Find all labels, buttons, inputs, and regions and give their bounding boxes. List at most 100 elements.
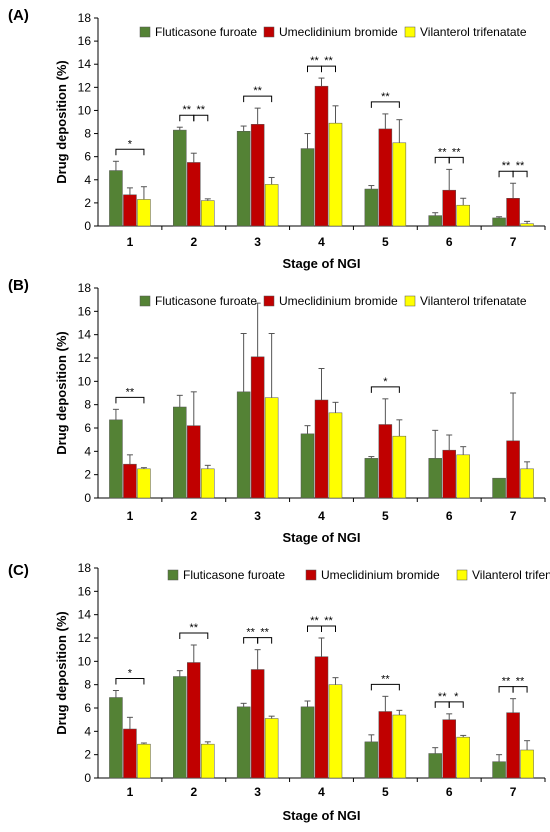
y-tick-label: 18: [78, 11, 92, 25]
bar: [506, 440, 520, 499]
bar: [364, 458, 379, 499]
significance-bracket: [321, 625, 336, 632]
bar: [492, 761, 506, 779]
significance-bracket: [370, 683, 400, 691]
bar: [456, 204, 470, 227]
legend-label: Umeclidinium bromide: [279, 25, 398, 39]
x-tick-label: 4: [318, 235, 325, 249]
significance-bracket: [321, 65, 336, 73]
significance-bracket: [179, 632, 209, 639]
legend-label: Vilanterol trifenatate: [472, 568, 550, 582]
bar: [378, 711, 393, 779]
y-tick-label: 18: [78, 561, 92, 575]
significance-bracket: [370, 386, 400, 393]
y-tick-label: 2: [84, 468, 91, 482]
x-tick-label: 2: [190, 509, 197, 523]
legend-swatch: [404, 295, 416, 307]
y-tick-label: 14: [78, 57, 92, 71]
significance-bracket: [512, 170, 528, 178]
significance-label: *: [383, 376, 388, 388]
panel-label: (A): [8, 7, 29, 24]
significance-label: **: [438, 146, 447, 158]
y-tick-label: 6: [84, 421, 91, 435]
bar: [173, 406, 187, 499]
bar: [428, 458, 442, 499]
bar: [520, 468, 534, 499]
significance-bracket: [115, 678, 145, 685]
y-tick-label: 12: [78, 80, 92, 94]
y-tick-label: 8: [84, 678, 91, 692]
bar: [123, 728, 137, 779]
x-tick-label: 7: [510, 235, 517, 249]
bar: [428, 215, 442, 227]
significance-bracket: [257, 637, 273, 644]
x-tick-label: 4: [318, 785, 325, 799]
x-tick-label: 6: [446, 235, 453, 249]
legend-label: Umeclidinium bromide: [321, 568, 440, 582]
bar: [187, 425, 201, 499]
bar: [109, 419, 123, 499]
y-tick-label: 0: [84, 491, 91, 505]
bar: [314, 85, 329, 227]
bar: [392, 142, 407, 227]
bar: [506, 712, 520, 779]
bar: [328, 412, 343, 499]
significance-label: **: [190, 622, 199, 634]
bar: [442, 719, 456, 779]
significance-label: **: [310, 55, 319, 67]
bar: [300, 148, 315, 227]
significance-label: *: [128, 668, 133, 680]
bar: [428, 753, 442, 779]
significance-bracket: [115, 396, 145, 404]
bar: [314, 399, 329, 499]
x-tick-label: 5: [382, 509, 389, 523]
bar: [137, 743, 151, 779]
x-axis-label: Stage of NGI: [282, 530, 360, 545]
panel-label: (C): [8, 562, 29, 579]
y-tick-label: 6: [84, 701, 91, 715]
x-tick-label: 1: [127, 235, 134, 249]
x-tick-label: 6: [446, 509, 453, 523]
y-tick-label: 2: [84, 196, 91, 210]
legend-swatch: [139, 26, 151, 38]
significance-label: **: [381, 91, 390, 103]
bar: [264, 718, 279, 779]
panel-label: (B): [8, 277, 29, 294]
legend-swatch: [167, 569, 179, 581]
bar: [314, 656, 329, 779]
x-tick-label: 7: [510, 509, 517, 523]
significance-bracket: [115, 148, 145, 156]
x-tick-label: 1: [127, 509, 134, 523]
bar: [236, 391, 251, 499]
bar: [137, 468, 151, 499]
y-tick-label: 16: [78, 584, 92, 598]
x-tick-label: 4: [318, 509, 325, 523]
x-tick-label: 5: [382, 785, 389, 799]
bar: [264, 184, 279, 227]
bar: [506, 198, 520, 227]
bar: [364, 741, 379, 779]
significance-label: **: [502, 160, 511, 172]
significance-label: **: [126, 386, 135, 398]
legend-label: Vilanterol trifenatate: [420, 294, 527, 308]
y-tick-label: 0: [84, 771, 91, 785]
bar: [392, 435, 407, 499]
bar: [300, 433, 315, 499]
y-tick-label: 14: [78, 608, 92, 622]
significance-label: **: [324, 615, 333, 627]
legend-swatch: [263, 295, 275, 307]
y-axis-label: Drug deposition (%): [54, 331, 69, 455]
y-tick-label: 18: [78, 281, 92, 295]
significance-label: **: [183, 104, 192, 116]
bar: [492, 477, 506, 499]
significance-bracket: [512, 686, 528, 693]
significance-label: *: [128, 138, 133, 150]
bar: [173, 129, 187, 227]
bar: [201, 200, 215, 227]
bar: [187, 162, 201, 227]
legend-swatch: [139, 295, 151, 307]
significance-label: **: [516, 160, 525, 172]
significance-label: **: [324, 55, 333, 67]
